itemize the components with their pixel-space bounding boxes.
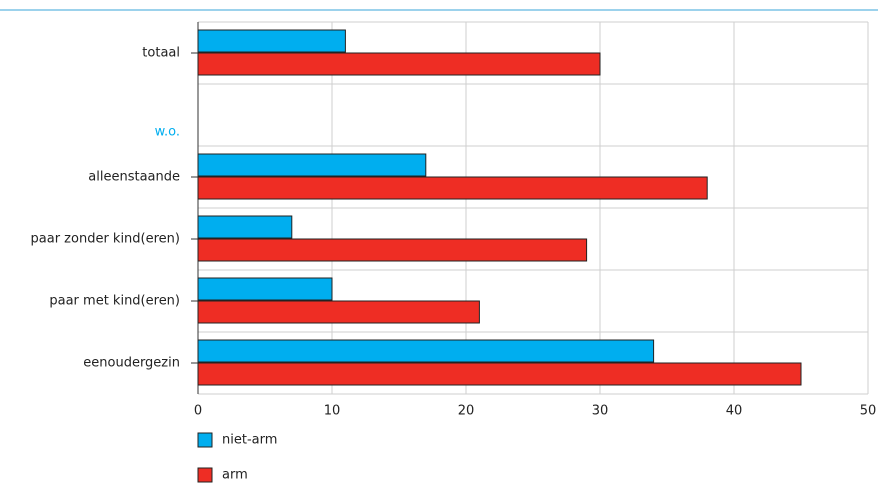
y-tick-label: paar zonder kind(eren) [31, 232, 180, 247]
legend-swatch [197, 432, 213, 448]
x-tick-label: 20 [458, 404, 475, 419]
bar [197, 215, 293, 239]
legend-swatch [197, 467, 213, 483]
bar [197, 238, 588, 262]
y-tick-label: paar met kind(eren) [49, 294, 180, 309]
bar [197, 29, 346, 53]
bar [197, 300, 480, 324]
bar [197, 176, 708, 200]
x-tick-label: 0 [194, 404, 202, 419]
bar [197, 277, 333, 301]
x-tick-label: 50 [860, 404, 877, 419]
section-label: w.o. [155, 125, 180, 140]
y-tick-label: alleenstaande [88, 170, 180, 185]
x-tick-label: 30 [592, 404, 609, 419]
bar [197, 362, 802, 386]
x-tick-label: 10 [324, 404, 341, 419]
legend-label: arm [222, 468, 248, 483]
x-tick-label: 40 [726, 404, 743, 419]
y-tick-label: eenoudergezin [83, 356, 180, 371]
legend-label: niet-arm [222, 433, 277, 448]
y-tick-label: totaal [142, 46, 180, 61]
bar [197, 339, 655, 363]
bar [197, 52, 601, 76]
bar [197, 153, 427, 177]
